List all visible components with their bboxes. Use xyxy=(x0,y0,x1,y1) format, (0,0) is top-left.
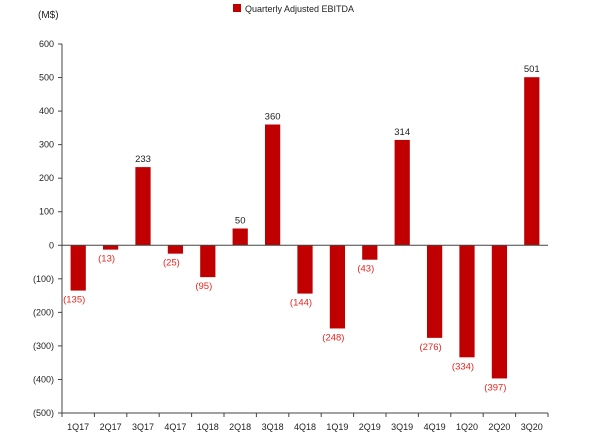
bar-1Q20 xyxy=(459,245,475,358)
x-tick-label: 3Q19 xyxy=(391,422,413,432)
x-tick-label: 3Q20 xyxy=(521,422,543,432)
y-axis-unit-label: (M$) xyxy=(38,10,59,21)
data-label-1Q20: (334) xyxy=(452,361,474,372)
bars xyxy=(70,77,540,379)
bar-4Q17 xyxy=(167,245,184,254)
x-tick-label: 3Q18 xyxy=(262,422,284,432)
bar-3Q17 xyxy=(135,167,151,246)
axes xyxy=(61,44,549,417)
data-label-1Q19: (248) xyxy=(322,332,344,343)
x-tick-label: 1Q18 xyxy=(197,422,219,432)
legend-swatch xyxy=(233,4,241,12)
data-label-3Q17: 233 xyxy=(135,154,151,165)
y-tick-label: 200 xyxy=(39,173,54,183)
x-tick-label: 4Q17 xyxy=(164,422,186,432)
data-label-2Q19: (43) xyxy=(357,264,374,275)
data-label-2Q17: (13) xyxy=(98,254,115,265)
bar-4Q19 xyxy=(426,245,443,338)
y-tick-label: (300) xyxy=(33,341,54,351)
data-label-2Q18: 50 xyxy=(235,216,246,227)
bar-2Q20 xyxy=(491,245,508,379)
x-axis-labels: 1Q17 2Q17 3Q17 4Q17 1Q18 2Q18 3Q18 4Q18 1Q19 2Q19… xyxy=(67,422,543,432)
data-label-4Q18: (144) xyxy=(290,298,312,309)
x-tick-label: 1Q17 xyxy=(67,422,89,432)
data-label-3Q19: 314 xyxy=(394,127,410,138)
data-label-2Q20: (397) xyxy=(484,382,506,393)
y-tick-label: (200) xyxy=(33,307,54,317)
data-label-4Q17: (25) xyxy=(163,258,180,269)
data-label-1Q17: (135) xyxy=(63,295,85,306)
x-tick-label: 2Q20 xyxy=(488,422,510,432)
bar-1Q19 xyxy=(329,245,346,329)
legend: Quarterly Adjusted EBITDA xyxy=(233,4,354,14)
x-tick-label: 1Q20 xyxy=(456,422,478,432)
data-label-3Q20: 501 xyxy=(524,64,540,75)
bar-4Q18 xyxy=(297,245,313,294)
y-tick-label: 0 xyxy=(49,240,54,250)
legend-label: Quarterly Adjusted EBITDA xyxy=(245,4,354,14)
x-tick-label: 4Q19 xyxy=(424,422,446,432)
bar-1Q18 xyxy=(200,245,216,278)
bar-3Q20 xyxy=(524,77,540,246)
y-tick-label: (400) xyxy=(33,374,54,384)
y-tick-label: 500 xyxy=(39,73,54,83)
data-label-4Q19: (276) xyxy=(420,342,442,353)
y-tick-label: 100 xyxy=(39,207,54,217)
bar-1Q17 xyxy=(70,245,86,291)
bar-2Q19 xyxy=(362,245,378,260)
y-tick-label: 400 xyxy=(39,106,54,116)
y-tick-label: 300 xyxy=(39,140,54,150)
bar-2Q18 xyxy=(232,228,248,246)
y-tick-label: 600 xyxy=(39,39,54,49)
data-labels: (135) (13) 233 (25) (95) 50 360 (144) (248) (43) 3… xyxy=(63,64,540,393)
x-tick-label: 2Q18 xyxy=(229,422,251,432)
x-tick-label: 2Q17 xyxy=(100,422,122,432)
y-axis-ticks: 600 500 400 300 200 100 0 (100) (200) (300) (400) (… xyxy=(33,39,62,418)
bar-3Q18 xyxy=(264,124,281,246)
bar-2Q17 xyxy=(102,245,119,250)
x-tick-label: 3Q17 xyxy=(132,422,154,432)
data-label-1Q18: (95) xyxy=(195,281,212,292)
x-tick-label: 4Q18 xyxy=(294,422,316,432)
x-tick-label: 2Q19 xyxy=(359,422,381,432)
y-tick-label: (100) xyxy=(33,274,54,284)
y-tick-label: (500) xyxy=(33,408,54,418)
x-tick-label: 1Q19 xyxy=(326,422,348,432)
bar-3Q19 xyxy=(394,139,410,246)
data-label-3Q18: 360 xyxy=(265,112,281,123)
